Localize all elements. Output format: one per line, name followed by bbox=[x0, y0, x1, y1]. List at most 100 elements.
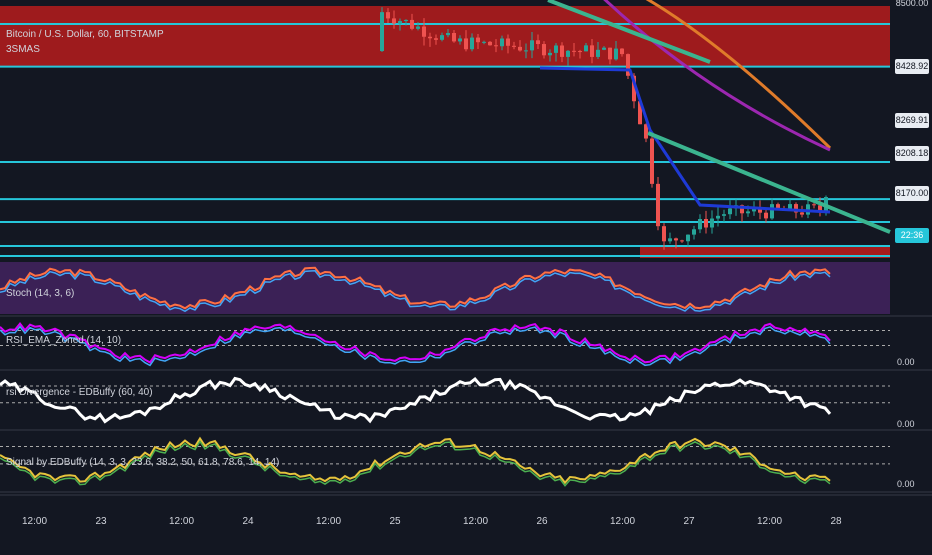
candle-body bbox=[704, 219, 708, 228]
candle-body bbox=[548, 52, 552, 56]
candle-body bbox=[812, 204, 816, 206]
candle-body bbox=[794, 204, 798, 213]
candle-body bbox=[638, 101, 642, 125]
candle-body bbox=[488, 41, 492, 46]
rsi-ema-indicator-label[interactable]: RSI_EMA_Zoned (14, 10) bbox=[6, 335, 122, 346]
x-tick-label: 23 bbox=[95, 516, 107, 527]
candle-body bbox=[656, 183, 660, 227]
candle-body bbox=[464, 38, 468, 50]
signal-indicator-label[interactable]: Signal by EDBuffy (14, 3, 3, 23.6, 38.2,… bbox=[6, 457, 280, 468]
candle-body bbox=[632, 75, 636, 102]
x-tick-label: 26 bbox=[536, 516, 548, 527]
candle-body bbox=[506, 38, 510, 46]
candle-body bbox=[602, 47, 606, 50]
candle-body bbox=[800, 212, 804, 215]
indicator-line bbox=[0, 325, 831, 367]
candle-body bbox=[452, 33, 456, 42]
price-axis-label: 8428.92 bbox=[895, 59, 929, 74]
x-tick-label: 12:00 bbox=[463, 516, 489, 527]
candle-body bbox=[404, 19, 408, 22]
x-tick-label: 27 bbox=[683, 516, 695, 527]
candle-body bbox=[776, 204, 780, 209]
candle-body bbox=[590, 45, 594, 57]
candle-body bbox=[470, 37, 474, 50]
candle-body bbox=[692, 229, 696, 235]
price-axis-label: 8208.18 bbox=[895, 146, 929, 161]
candle-body bbox=[716, 215, 720, 219]
candle-body bbox=[620, 48, 624, 55]
moving-average-line bbox=[603, 0, 831, 152]
candle-body bbox=[764, 212, 768, 219]
x-tick-label: 25 bbox=[389, 516, 401, 527]
candle-body bbox=[644, 124, 648, 139]
candle-body bbox=[530, 40, 534, 51]
candle-body bbox=[542, 44, 546, 56]
candle-body bbox=[578, 51, 582, 53]
oscillator-zero-label: 0.00 bbox=[897, 419, 915, 429]
candle-body bbox=[674, 238, 678, 241]
price-axis-label: 8170.00 bbox=[895, 186, 929, 201]
moving-average-label: 3SMAS bbox=[6, 44, 40, 55]
candle-body bbox=[770, 204, 774, 219]
candle-body bbox=[680, 240, 684, 242]
candle-body bbox=[566, 50, 570, 57]
x-tick-label: 12:00 bbox=[610, 516, 636, 527]
candle-body bbox=[710, 218, 714, 228]
candle-body bbox=[746, 211, 750, 214]
oscillator-zero-label: 0.00 bbox=[897, 479, 915, 489]
candle-body bbox=[494, 45, 498, 47]
candle-body bbox=[512, 45, 516, 47]
candle-body bbox=[668, 238, 672, 242]
indicator-line bbox=[0, 270, 831, 313]
candle-body bbox=[572, 50, 576, 52]
price-axis-label: 8500.00 bbox=[895, 0, 929, 11]
candle-body bbox=[740, 205, 744, 214]
stoch-indicator-label[interactable]: Stoch (14, 3, 6) bbox=[6, 288, 75, 299]
candle-body bbox=[422, 26, 426, 37]
candle-body bbox=[650, 138, 654, 184]
candle-body bbox=[662, 226, 666, 242]
candle-body bbox=[380, 12, 384, 51]
candle-body bbox=[524, 50, 528, 52]
candle-body bbox=[596, 49, 600, 57]
rsi-divergence-indicator-label[interactable]: rsi Divergence - EDBuffy (60, 40) bbox=[6, 387, 153, 398]
candle-body bbox=[698, 219, 702, 230]
candle-body bbox=[482, 41, 486, 43]
x-tick-label: 12:00 bbox=[757, 516, 783, 527]
indicator-line bbox=[0, 436, 831, 485]
candle-body bbox=[722, 214, 726, 216]
indicator-line bbox=[0, 266, 831, 310]
candle-body bbox=[584, 45, 588, 52]
candle-body bbox=[416, 26, 420, 29]
candle-body bbox=[788, 204, 792, 211]
countdown-label: 22:36 bbox=[895, 228, 929, 243]
candle-body bbox=[752, 208, 756, 212]
candle-body bbox=[536, 40, 540, 45]
x-tick-label: 12:00 bbox=[169, 516, 195, 527]
candle-body bbox=[608, 47, 612, 60]
x-tick-label: 24 bbox=[242, 516, 254, 527]
candle-body bbox=[392, 18, 396, 24]
candle-body bbox=[614, 48, 618, 60]
resistance-zone bbox=[0, 6, 890, 66]
candle-body bbox=[500, 38, 504, 47]
price-axis-label: 8269.91 bbox=[895, 113, 929, 128]
moving-average-line bbox=[645, 0, 832, 150]
indicator-line bbox=[0, 376, 832, 424]
candle-body bbox=[818, 205, 822, 212]
candle-body bbox=[554, 45, 558, 53]
trendline bbox=[547, 0, 711, 64]
moving-average-line bbox=[539, 66, 831, 214]
candle-body bbox=[518, 46, 522, 51]
trendline bbox=[647, 131, 891, 234]
candle-body bbox=[428, 36, 432, 39]
candle-body bbox=[458, 38, 462, 42]
indicator-line bbox=[0, 440, 831, 487]
candle-body bbox=[446, 33, 450, 36]
candle-body bbox=[440, 35, 444, 40]
candle-body bbox=[434, 38, 438, 40]
candle-body bbox=[560, 45, 564, 57]
candle-body bbox=[626, 54, 630, 76]
